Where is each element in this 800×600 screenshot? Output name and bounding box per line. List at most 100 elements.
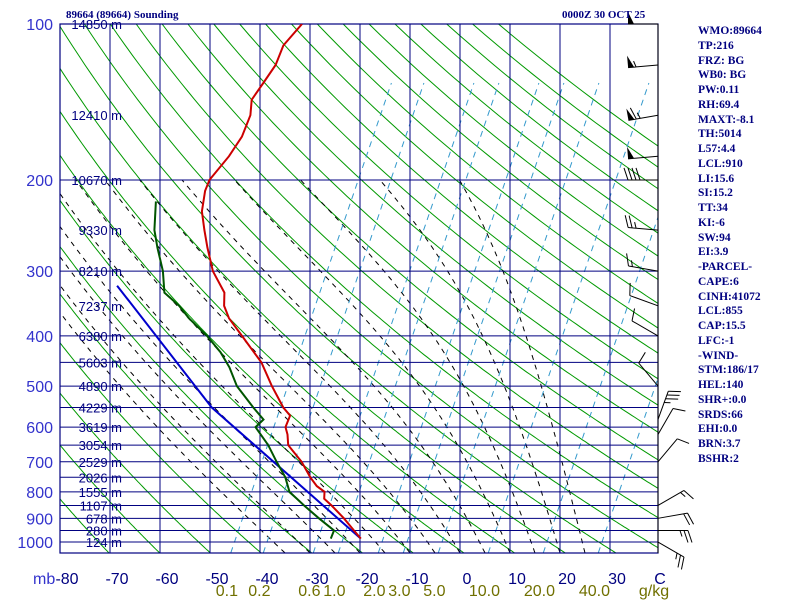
dry-adiabat bbox=[60, 154, 465, 553]
height-label: 280 m bbox=[86, 523, 122, 538]
index-entry: CINH:41072 bbox=[698, 290, 761, 303]
wind-barb bbox=[657, 390, 681, 420]
temperature-tick-label: 10 bbox=[508, 571, 526, 588]
dry-adiabat bbox=[60, 199, 414, 553]
mixing-ratio-label: 0.1 bbox=[216, 583, 238, 600]
mixing-ratio-lines: 0.1 0.2 0.6 1.0 2.0 3.0 5.0 10.0 20.0 40.0 g/kg bbox=[216, 82, 669, 600]
wind-barb bbox=[629, 282, 659, 307]
pressure-tick-label: 900 bbox=[26, 511, 53, 528]
temperature-tick-label: 0 bbox=[463, 571, 472, 588]
dry-adiabat bbox=[60, 498, 110, 553]
height-label: 4890 m bbox=[79, 379, 122, 394]
height-label: 5603 m bbox=[79, 355, 122, 370]
wind-barb bbox=[657, 438, 690, 463]
temperature-unit-label: C bbox=[654, 571, 666, 588]
mixing-ratio-line bbox=[597, 376, 658, 553]
wind-barb bbox=[624, 215, 659, 231]
indices-panel: WMO:89664 TP:216 FRZ: BG WB0: BG PW:0.11 RH:6… bbox=[698, 24, 762, 467]
temperature-tick-label: 30 bbox=[608, 571, 626, 588]
dry-adiabat bbox=[60, 67, 566, 553]
wind-barb bbox=[628, 12, 658, 25]
mixing-ratio-line bbox=[230, 82, 392, 553]
pressure-tick-label: 100 bbox=[26, 17, 53, 34]
dry-adiabat bbox=[109, 24, 658, 519]
index-entry: LCL:910 bbox=[698, 157, 743, 170]
index-entry: SW:94 bbox=[698, 231, 731, 244]
pressure-tick-label: 500 bbox=[26, 379, 53, 396]
height-label: 1555 m bbox=[79, 485, 122, 500]
dry-adiabat bbox=[83, 24, 658, 549]
index-entry: PW:0.11 bbox=[698, 84, 740, 96]
wind-barb bbox=[623, 167, 658, 181]
dewpoint-line bbox=[153, 201, 336, 539]
dewpoint-profile bbox=[153, 201, 336, 539]
moist-adiabat bbox=[234, 179, 511, 553]
dry-adiabat bbox=[187, 24, 658, 433]
wind-barb bbox=[631, 308, 659, 337]
mixing-ratio-label: 20.0 bbox=[524, 583, 555, 600]
index-entry: CAP:15.5 bbox=[698, 320, 746, 332]
dry-adiabat bbox=[239, 24, 658, 380]
height-labels: 14850 m 12410 m 10670 m 9330 m 8210 m 7237 m 6… bbox=[71, 17, 122, 550]
mixing-ratio-line bbox=[337, 82, 500, 553]
height-label: 10670 m bbox=[71, 173, 122, 188]
index-entry: STM:186/17 bbox=[698, 364, 759, 377]
wind-barb bbox=[657, 408, 686, 435]
index-entry: EHI:0.0 bbox=[698, 423, 738, 436]
moist-adiabat bbox=[75, 179, 411, 553]
height-label: 9330 m bbox=[79, 223, 122, 238]
height-label: 8210 m bbox=[79, 264, 122, 279]
dry-adiabat bbox=[60, 341, 262, 553]
temperature-tick-label: -80 bbox=[55, 571, 78, 588]
index-entry: MAXT:-8.1 bbox=[698, 113, 755, 126]
wind-barb bbox=[657, 490, 694, 506]
dry-adiabat bbox=[60, 444, 161, 553]
dry-adiabat bbox=[368, 24, 658, 257]
moist-adiabat bbox=[104, 179, 436, 553]
height-label: 3619 m bbox=[79, 420, 122, 435]
height-label: 1107 m bbox=[80, 498, 122, 513]
valid-time: 0000Z 30 OCT 25 bbox=[562, 9, 646, 21]
index-entry: LI:15.6 bbox=[698, 172, 735, 185]
wind-barb bbox=[658, 529, 693, 543]
mixing-ratio-label: 0.6 bbox=[298, 583, 320, 600]
temperature-tick-label: -60 bbox=[155, 571, 178, 588]
mixing-ratio-line bbox=[402, 82, 565, 553]
dry-adiabat bbox=[265, 24, 658, 354]
index-entry: HEL:140 bbox=[698, 379, 744, 391]
temperature-profile bbox=[200, 24, 362, 540]
pressure-tick-label: 300 bbox=[26, 264, 53, 281]
mixing-ratio-label: 2.0 bbox=[363, 583, 385, 600]
height-label: 7237 m bbox=[79, 299, 122, 314]
height-label: 678 m bbox=[86, 511, 122, 526]
index-entry: CAPE:6 bbox=[698, 275, 739, 288]
index-entry: LCL:855 bbox=[698, 305, 743, 318]
dry-adiabat bbox=[60, 25, 617, 553]
index-entry: TH:5014 bbox=[698, 128, 742, 141]
mixing-ratio-label: 40.0 bbox=[579, 583, 610, 600]
moist-adiabat bbox=[458, 179, 586, 553]
dry-adiabat bbox=[316, 24, 658, 305]
height-label: 6380 m bbox=[79, 329, 122, 344]
index-entry: WB0: BG bbox=[698, 69, 747, 82]
wind-barb bbox=[627, 55, 659, 69]
index-entry: -WIND- bbox=[698, 349, 739, 362]
temperature-tick-label: -70 bbox=[105, 571, 128, 588]
pressure-tick-label: 700 bbox=[26, 455, 53, 472]
index-entry: SHR+:0.0 bbox=[698, 393, 747, 406]
index-entry: TP:216 bbox=[698, 39, 734, 52]
pressure-tick-label: 1000 bbox=[17, 535, 53, 552]
temperature-tick-label: 20 bbox=[558, 571, 576, 588]
mixing-ratio-line bbox=[542, 215, 658, 553]
parcel-line bbox=[116, 285, 362, 540]
pressure-tick-label: 400 bbox=[26, 329, 53, 346]
height-label: 2529 m bbox=[79, 455, 122, 470]
index-entry: L57:4.4 bbox=[698, 143, 736, 155]
temperature-line bbox=[200, 24, 362, 540]
mixing-ratio-line bbox=[312, 82, 475, 553]
mixing-ratio-label: 5.0 bbox=[423, 583, 445, 600]
index-entry: FRZ: BG bbox=[698, 54, 745, 67]
index-entry: -PARCEL- bbox=[698, 261, 753, 273]
